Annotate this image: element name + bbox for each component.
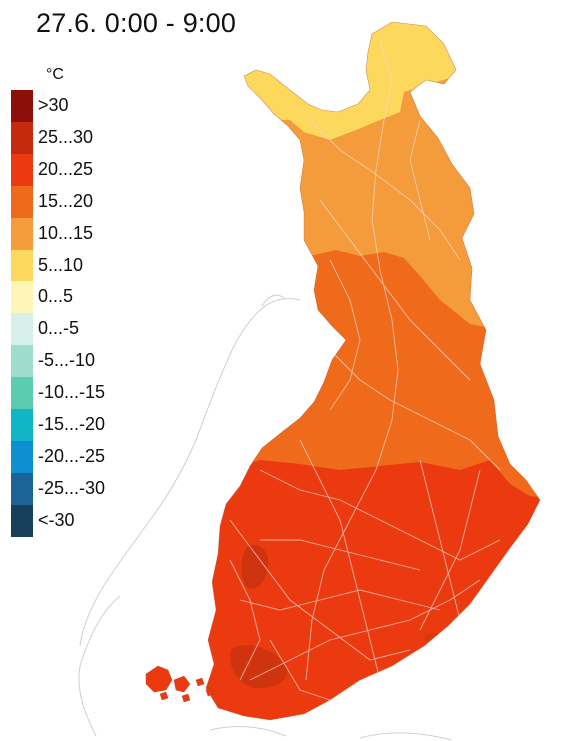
legend-swatch	[11, 217, 33, 250]
legend-label: -10...-15	[38, 382, 106, 403]
legend-label: 15...20	[38, 190, 94, 211]
legend-swatch	[11, 121, 33, 155]
legend-swatch	[11, 377, 33, 410]
warm-patch-west	[241, 544, 269, 589]
aland-islands	[145, 665, 215, 703]
legend-label: 20...25	[38, 158, 94, 179]
neighbor-coastline	[78, 294, 453, 741]
legend-label: -5...-10	[38, 350, 96, 371]
legend-unit-label: °C	[46, 66, 64, 83]
warm-patch-southwest	[230, 645, 288, 689]
road-network	[229, 39, 501, 701]
finland-outline	[205, 21, 541, 721]
map-title: 27.6. 0:00 - 9:00	[36, 8, 237, 38]
legend-label: 25...30	[38, 126, 94, 147]
legend-swatch	[11, 313, 33, 346]
legend-label: 10...15	[38, 222, 94, 243]
legend-label: <-30	[38, 509, 75, 530]
legend-swatch	[11, 409, 33, 442]
legend-swatch	[11, 504, 33, 538]
legend-label: 0...5	[38, 286, 74, 307]
legend-label: -20...-25	[38, 445, 106, 466]
legend-label: -25...-30	[38, 477, 106, 498]
legend-swatch	[11, 153, 33, 187]
legend-swatch	[11, 249, 33, 282]
band-central	[206, 22, 540, 330]
legend-swatch	[11, 90, 33, 123]
legend-label: >30	[38, 95, 69, 115]
legend-swatch	[11, 185, 33, 219]
legend-swatch	[11, 345, 33, 378]
legend-swatch	[11, 440, 33, 474]
legend-label: 5...10	[38, 254, 84, 275]
band-north	[206, 22, 540, 140]
band-mid	[206, 22, 540, 500]
legend-swatch	[11, 281, 33, 314]
legend-swatch	[11, 472, 33, 506]
legend-label: -15...-20	[38, 414, 106, 434]
legend-label: 0...-5	[38, 318, 80, 339]
